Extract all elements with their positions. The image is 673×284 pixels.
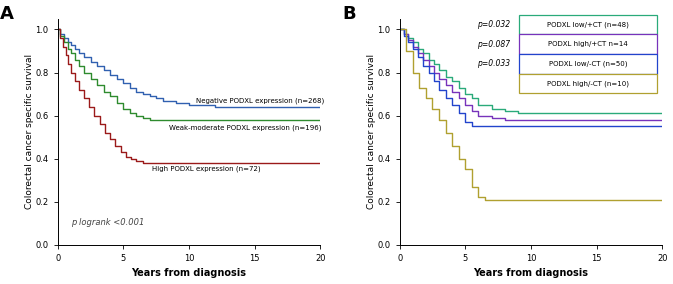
Text: Weak-moderate PODXL expression (n=196): Weak-moderate PODXL expression (n=196) — [170, 124, 322, 131]
FancyBboxPatch shape — [519, 54, 657, 74]
Y-axis label: Colorectal cancer specific survival: Colorectal cancer specific survival — [25, 54, 34, 209]
Text: p logrank <0.001: p logrank <0.001 — [71, 218, 144, 227]
Text: p=0.032: p=0.032 — [476, 20, 510, 29]
Text: PODXL low/+CT (n=48): PODXL low/+CT (n=48) — [547, 21, 629, 28]
Text: p=0.087: p=0.087 — [476, 39, 510, 49]
Y-axis label: Colorectal cancer specific survival: Colorectal cancer specific survival — [367, 54, 376, 209]
Text: A: A — [0, 5, 14, 23]
Text: p=0.033: p=0.033 — [476, 59, 510, 68]
X-axis label: Years from diagnosis: Years from diagnosis — [473, 268, 588, 278]
Text: PODXL high/+CT n=14: PODXL high/+CT n=14 — [548, 41, 628, 47]
Text: Negative PODXL expression (n=268): Negative PODXL expression (n=268) — [196, 97, 324, 104]
FancyBboxPatch shape — [519, 34, 657, 54]
Text: PODXL low/-CT (n=50): PODXL low/-CT (n=50) — [548, 61, 627, 67]
Text: PODXL high/-CT (n=10): PODXL high/-CT (n=10) — [547, 81, 629, 87]
Text: B: B — [342, 5, 355, 23]
X-axis label: Years from diagnosis: Years from diagnosis — [131, 268, 246, 278]
Text: High PODXL expression (n=72): High PODXL expression (n=72) — [152, 165, 261, 172]
FancyBboxPatch shape — [519, 74, 657, 93]
FancyBboxPatch shape — [519, 15, 657, 34]
